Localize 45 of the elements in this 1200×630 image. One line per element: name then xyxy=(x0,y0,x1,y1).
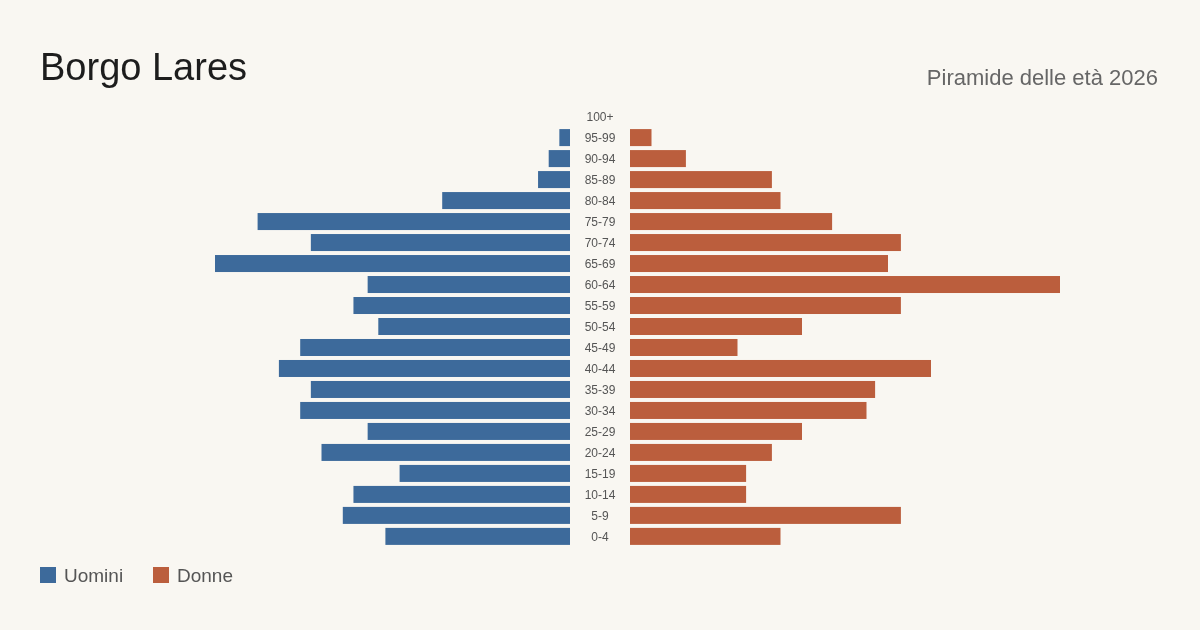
y-tick-label: 70-74 xyxy=(584,235,616,250)
bar xyxy=(630,485,747,503)
y-tick-label: 35-39 xyxy=(584,382,616,397)
y-tick-label: 20-24 xyxy=(584,445,616,460)
y-tick-label: 40-44 xyxy=(584,361,616,376)
bar xyxy=(630,380,876,398)
bar xyxy=(630,297,901,315)
bar xyxy=(630,276,1060,294)
bar xyxy=(630,338,738,356)
y-tick-label: 85-89 xyxy=(584,172,616,187)
chart-subtitle: Piramide delle età 2026 xyxy=(926,65,1158,90)
y-tick-label: 30-34 xyxy=(584,403,616,418)
legend-label: Donne xyxy=(177,565,233,586)
bar xyxy=(630,213,833,231)
bar xyxy=(630,150,686,168)
bar xyxy=(630,401,867,419)
y-tick-label: 15-19 xyxy=(584,466,616,481)
y-tick-label: 0-4 xyxy=(591,529,609,544)
bar xyxy=(630,171,772,189)
bar xyxy=(630,129,652,147)
chart-title: Borgo Lares xyxy=(40,46,248,88)
y-tick-label: 45-49 xyxy=(584,340,616,355)
y-tick-label: 65-69 xyxy=(584,256,616,271)
y-tick-label: 90-94 xyxy=(584,151,616,166)
y-tick-label: 10-14 xyxy=(584,487,616,502)
bar xyxy=(630,443,772,461)
y-tick-label: 50-54 xyxy=(584,319,616,334)
y-tick-label: 80-84 xyxy=(584,193,616,208)
y-tick-label: 95-99 xyxy=(584,130,616,145)
bar xyxy=(630,464,747,482)
y-tick-label: 75-79 xyxy=(584,214,616,229)
y-tick-label: 55-59 xyxy=(584,298,616,313)
legend-label: Uomini xyxy=(64,565,124,586)
bar xyxy=(630,234,901,252)
bar xyxy=(630,359,931,377)
bar xyxy=(630,527,781,545)
bar xyxy=(630,192,781,210)
bar xyxy=(630,255,888,273)
y-tick-label: 60-64 xyxy=(584,277,616,292)
bar xyxy=(630,318,802,335)
y-tick-label: 100+ xyxy=(586,109,614,124)
bar xyxy=(630,422,802,440)
y-tick-label: 25-29 xyxy=(584,424,616,439)
bar xyxy=(630,506,901,524)
y-tick-label: 5-9 xyxy=(591,508,609,523)
